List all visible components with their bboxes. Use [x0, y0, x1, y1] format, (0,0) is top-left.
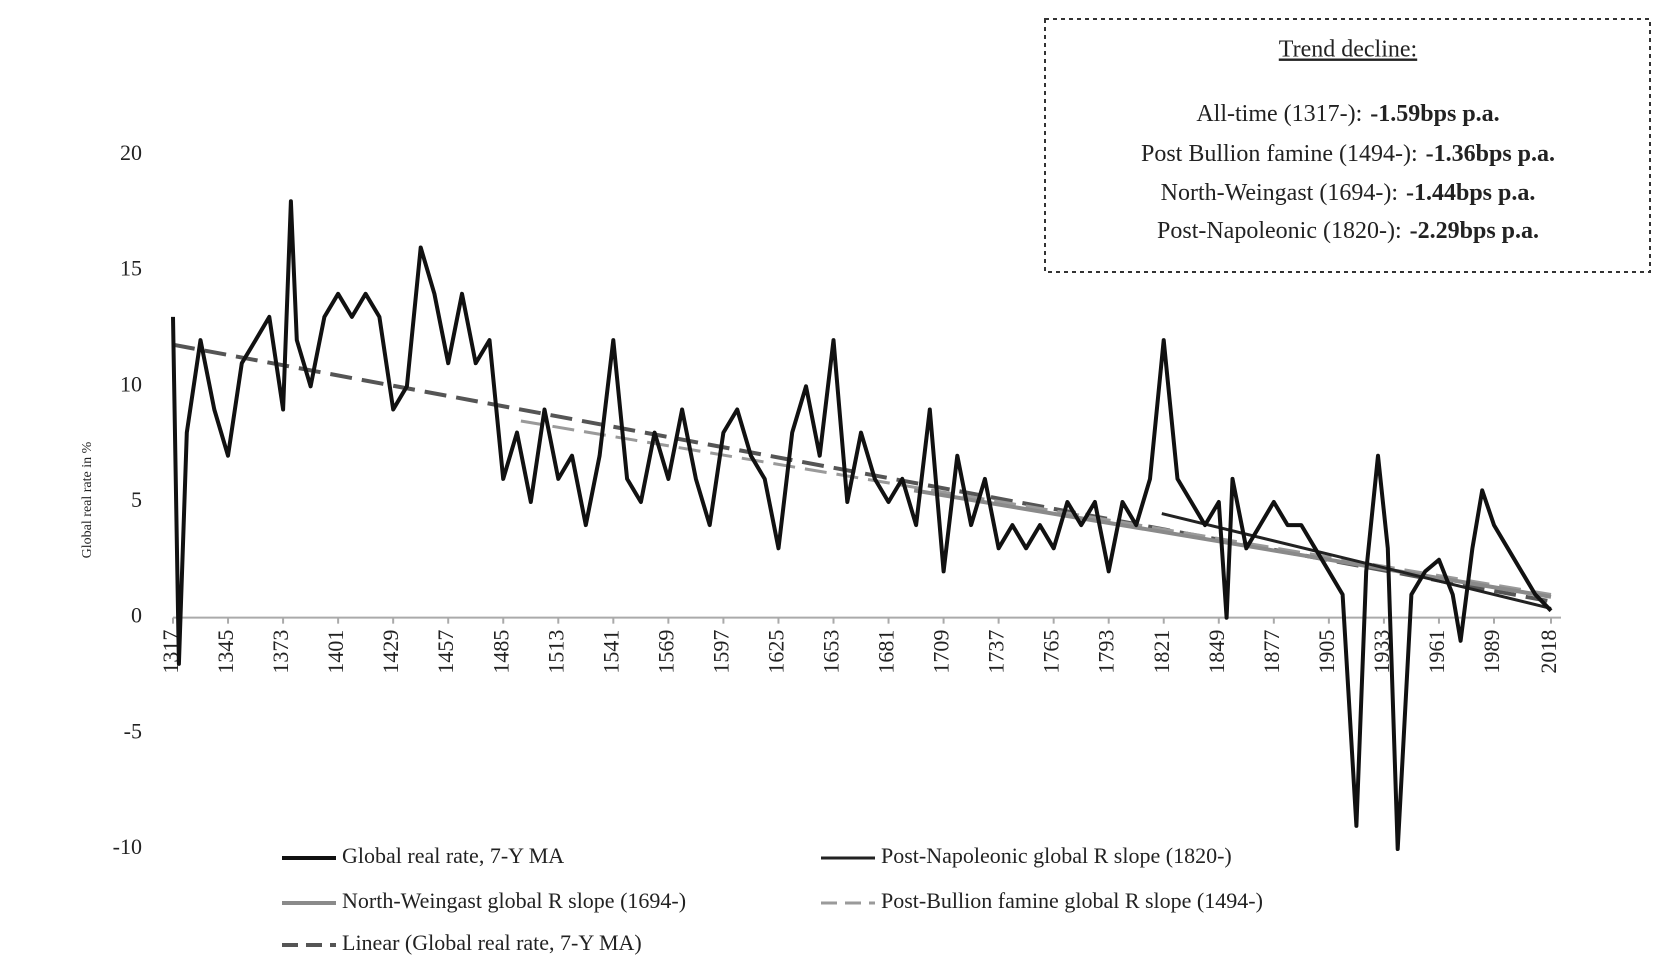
- y-tick-label: 15: [120, 256, 142, 281]
- x-tick-label: 1877: [1259, 630, 1284, 674]
- annotation-line: North-Weingast (1694-): -1.44bps p.a.: [1161, 180, 1536, 206]
- x-tick-label: 2018: [1536, 630, 1561, 674]
- x-tick-label: 1597: [708, 630, 733, 674]
- annotation-value: -1.59bps p.a.: [1370, 101, 1499, 127]
- x-tick-label: 1765: [1039, 630, 1064, 674]
- y-tick-label: 0: [131, 603, 142, 628]
- x-tick-label: 1905: [1314, 630, 1339, 674]
- annotation-label: All-time (1317-):: [1196, 101, 1362, 127]
- annotation-value: -2.29bps p.a.: [1410, 218, 1539, 244]
- x-tick-label: 1485: [488, 630, 513, 674]
- x-tick-label: 1345: [213, 630, 238, 674]
- x-tick-label: 1541: [598, 630, 623, 674]
- y-tick-label: 5: [131, 487, 142, 512]
- x-tick-label: 1989: [1479, 630, 1504, 674]
- x-tick-label: 1625: [764, 630, 789, 674]
- annotation-line: All-time (1317-): -1.59bps p.a.: [1196, 101, 1499, 127]
- x-tick-label: 1457: [433, 630, 458, 674]
- y-axis-label: Global real rate in %: [80, 441, 95, 558]
- y-tick-label: 10: [120, 371, 142, 396]
- annotation-label: Post-Napoleonic (1820-):: [1157, 218, 1402, 244]
- legend-label: Linear (Global real rate, 7-Y MA): [342, 930, 642, 955]
- x-tick-label: 1569: [653, 630, 678, 674]
- x-tick-label: 1429: [378, 630, 403, 674]
- annotation-label: North-Weingast (1694-):: [1161, 180, 1398, 206]
- x-tick-label: 1709: [929, 630, 954, 674]
- x-tick-label: 1961: [1424, 630, 1449, 674]
- annotation-box: [1044, 18, 1651, 273]
- y-tick-label: -10: [113, 834, 142, 859]
- x-tick-label: 1793: [1094, 630, 1119, 674]
- annotation-value: -1.36bps p.a.: [1426, 141, 1555, 167]
- x-tick-label: 1653: [819, 630, 844, 674]
- annotation-title: Trend decline:: [1279, 37, 1417, 63]
- x-tick-label: 1681: [874, 630, 899, 674]
- legend-label: Global real rate, 7-Y MA: [342, 843, 564, 868]
- x-tick-label: 1737: [984, 630, 1009, 674]
- y-tick-label: -5: [124, 718, 142, 743]
- x-tick-label: 1373: [268, 630, 293, 674]
- y-tick-label: 20: [120, 140, 142, 165]
- annotation-label: Post Bullion famine (1494-):: [1141, 141, 1418, 167]
- legend-label: North-Weingast global R slope (1694-): [342, 888, 686, 913]
- series-line: [171, 199, 1553, 851]
- annotation-line: Post-Napoleonic (1820-): -2.29bps p.a.: [1157, 218, 1539, 244]
- series-line: [1161, 512, 1552, 610]
- legend-label: Post-Bullion famine global R slope (1494…: [881, 888, 1263, 913]
- annotation-line: Post Bullion famine (1494-): -1.36bps p.a…: [1141, 141, 1555, 167]
- x-tick-label: 1821: [1149, 630, 1174, 674]
- annotation-value: -1.44bps p.a.: [1406, 180, 1535, 206]
- x-tick-label: 1401: [323, 630, 348, 674]
- x-tick-label: 1513: [543, 630, 568, 674]
- legend-label: Post-Napoleonic global R slope (1820-): [881, 843, 1232, 868]
- x-tick-label: 1849: [1204, 630, 1229, 674]
